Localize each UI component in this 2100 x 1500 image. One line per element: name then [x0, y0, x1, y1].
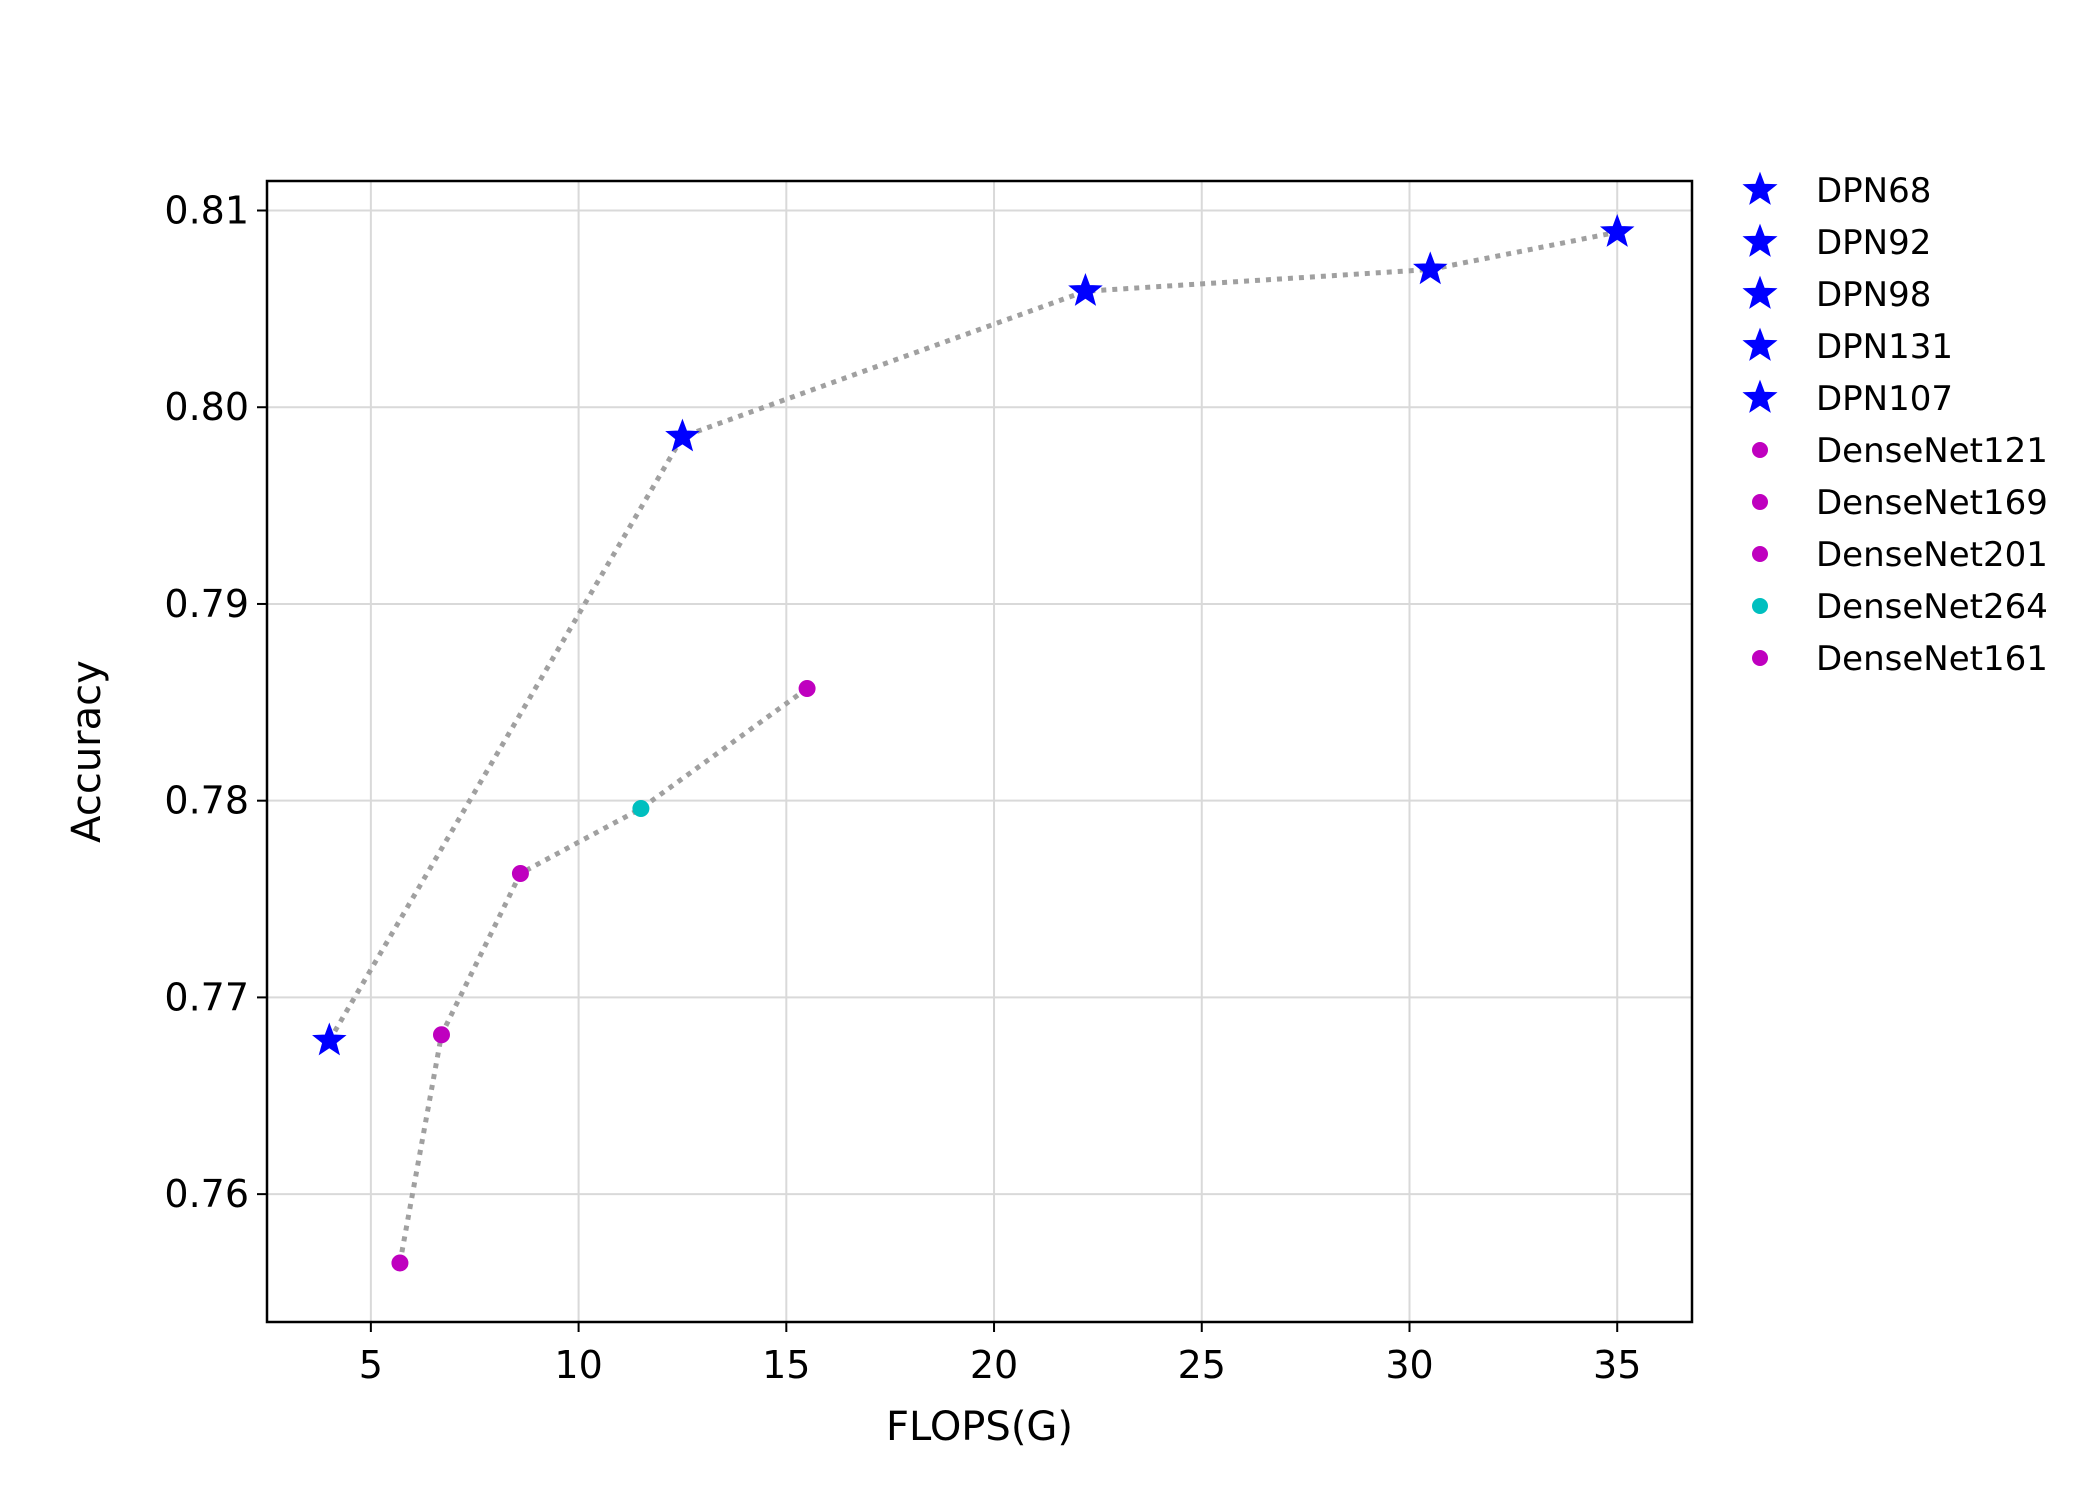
data-points	[312, 214, 1635, 1272]
legend-item-dpn68: DPN68	[1742, 171, 1931, 211]
legend-label: DenseNet169	[1816, 483, 2048, 523]
y-tick-label: 0.81	[164, 189, 249, 233]
legend-marker-star	[1742, 171, 1778, 205]
legend-marker-star	[1742, 223, 1778, 257]
x-tick-label: 15	[762, 1343, 810, 1387]
legend-label: DenseNet161	[1816, 639, 2048, 679]
y-tick-label: 0.78	[164, 779, 249, 823]
legend-label: DenseNet201	[1816, 535, 2048, 575]
y-axis-label: Accuracy	[64, 660, 110, 843]
point-dpn131	[1413, 251, 1448, 285]
point-dpn92	[665, 418, 700, 452]
legend-item-densenet264: DenseNet264	[1752, 587, 2048, 627]
legend-marker-star	[1742, 379, 1778, 413]
point-densenet161	[798, 680, 816, 698]
x-tick-label: 30	[1385, 1343, 1433, 1387]
point-densenet121	[391, 1254, 409, 1272]
y-tick-label: 0.79	[164, 582, 249, 626]
legend-marker-circle	[1752, 442, 1768, 458]
legend-label: DenseNet121	[1816, 431, 2048, 471]
legend-marker-circle	[1752, 598, 1768, 614]
plot-frame	[265, 179, 1694, 1324]
legend-marker-circle	[1752, 494, 1768, 510]
legend-item-dpn92: DPN92	[1742, 223, 1931, 263]
legend-marker-star	[1742, 275, 1778, 309]
legend-label: DPN68	[1816, 171, 1931, 211]
y-tick-label: 0.80	[164, 385, 249, 429]
legend-item-dpn107: DPN107	[1742, 379, 1953, 419]
connector-line	[327, 229, 1618, 1042]
legend-label: DPN131	[1816, 327, 1953, 367]
legend-item-densenet169: DenseNet169	[1752, 483, 2048, 523]
legend: DPN68 DPN92 DPN98 DPN131 DPN107 DenseNet121 De…	[1742, 171, 2048, 679]
legend-item-dpn131: DPN131	[1742, 327, 1953, 367]
point-densenet264	[632, 800, 650, 818]
point-densenet169	[432, 1026, 450, 1044]
x-axis-ticks: 5 10 15 20 25 30 35	[359, 1322, 1641, 1387]
x-tick-label: 35	[1593, 1343, 1641, 1387]
legend-marker-circle	[1752, 650, 1768, 666]
x-tick-label: 20	[970, 1343, 1018, 1387]
point-dpn68	[312, 1022, 347, 1056]
point-dpn98	[1068, 273, 1103, 306]
x-axis-label: FLOPS(G)	[886, 1404, 1073, 1450]
y-tick-label: 0.77	[164, 975, 249, 1019]
point-densenet201	[511, 864, 529, 882]
point-dpn107	[1599, 214, 1635, 247]
legend-label: DPN92	[1816, 223, 1931, 263]
x-tick-label: 10	[554, 1343, 602, 1387]
legend-label: DPN98	[1816, 275, 1931, 315]
legend-label: DenseNet264	[1816, 587, 2048, 627]
x-tick-label: 25	[1178, 1343, 1226, 1387]
legend-marker-star	[1742, 327, 1778, 361]
legend-item-densenet201: DenseNet201	[1752, 535, 2048, 575]
legend-label: DPN107	[1816, 379, 1953, 419]
y-axis-ticks: 0.76 0.77 0.78 0.79 0.80 0.81	[164, 189, 267, 1216]
grid-lines	[267, 181, 1692, 1322]
legend-item-densenet121: DenseNet121	[1752, 431, 2048, 471]
y-tick-label: 0.76	[164, 1172, 249, 1216]
legend-item-densenet161: DenseNet161	[1752, 639, 2048, 679]
legend-marker-circle	[1752, 546, 1768, 562]
legend-item-dpn98: DPN98	[1742, 275, 1931, 315]
x-tick-label: 5	[359, 1343, 383, 1387]
